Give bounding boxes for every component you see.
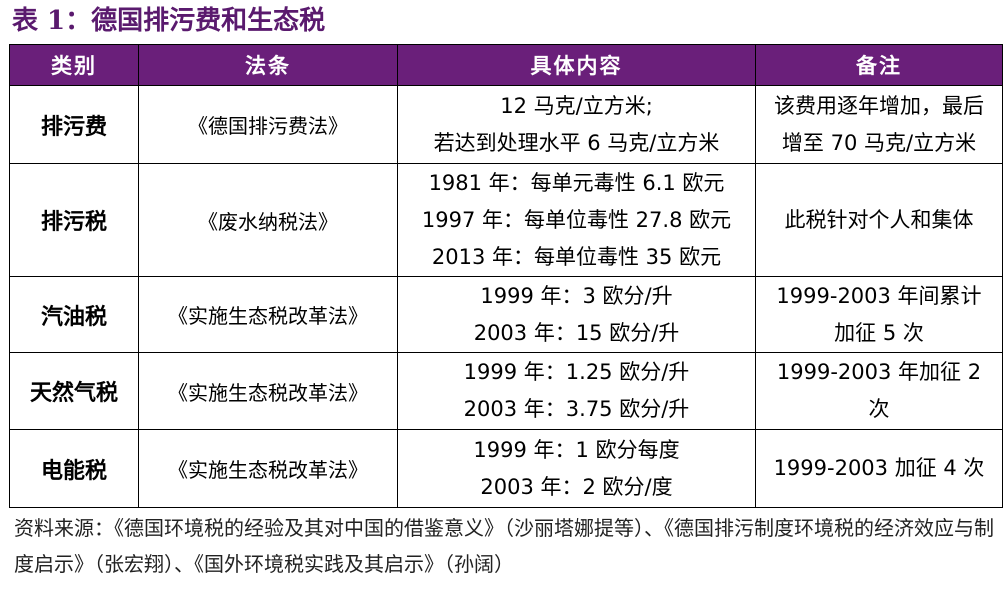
table-title: 表 1：德国排污费和生态税 — [12, 6, 326, 36]
row-category: 排污税 — [9, 163, 139, 277]
content-line: 1997 年：每单位毒性 27.8 欧元 — [421, 207, 732, 232]
row-category: 天然气税 — [9, 352, 139, 430]
table-header-row: 类别 法条 具体内容 备注 — [9, 44, 1003, 86]
note-line: 该费用逐年增加，最后 — [774, 93, 984, 118]
row-category: 排污费 — [9, 85, 139, 164]
table-row: 天然气税 《实施生态税改革法》 1999 年：1.25 欧分/升 2003 年：… — [9, 352, 1003, 430]
content-line: 1999 年：3 欧分/升 — [480, 283, 673, 308]
content-line: 1981 年：每单元毒性 6.1 欧元 — [428, 170, 725, 195]
row-note: 1999-2003 年间累计 加征 5 次 — [755, 276, 1003, 353]
row-note: 1999-2003 年加征 2 次 — [755, 352, 1003, 430]
row-content: 1999 年：1.25 欧分/升 2003 年：3.75 欧分/升 — [397, 352, 756, 430]
table-row: 排污费 《德国排污费法》 12 马克/立方米; 若达到处理水平 6 马克/立方米… — [9, 85, 1003, 164]
row-law: 《实施生态税改革法》 — [138, 276, 398, 353]
row-law: 《实施生态税改革法》 — [138, 429, 398, 508]
note-line: 1999-2003 年间累计 — [776, 283, 982, 308]
note-line: 增至 70 马克/立方米 — [781, 130, 977, 155]
row-note: 此税针对个人和集体 — [755, 163, 1003, 277]
note-line: 加征 5 次 — [834, 320, 924, 345]
header-content: 具体内容 — [397, 44, 756, 86]
row-law: 《废水纳税法》 — [138, 163, 398, 277]
table-row: 电能税 《实施生态税改革法》 1999 年：1 欧分每度 2003 年：2 欧分… — [9, 429, 1003, 508]
note-line: 次 — [868, 397, 890, 421]
row-content: 12 马克/立方米; 若达到处理水平 6 马克/立方米 — [397, 85, 756, 164]
row-content: 1999 年：1 欧分每度 2003 年：2 欧分/度 — [397, 429, 756, 508]
note-line: 1999-2003 加征 4 次 — [773, 456, 985, 480]
row-content: 1981 年：每单元毒性 6.1 欧元 1997 年：每单位毒性 27.8 欧元… — [397, 163, 756, 277]
row-note: 该费用逐年增加，最后 增至 70 马克/立方米 — [755, 85, 1003, 164]
header-category: 类别 — [9, 44, 139, 86]
content-line: 2003 年：2 欧分/度 — [480, 474, 673, 499]
content-line: 2003 年：15 欧分/升 — [473, 320, 680, 345]
row-law: 《实施生态税改革法》 — [138, 352, 398, 430]
table-row: 排污税 《废水纳税法》 1981 年：每单元毒性 6.1 欧元 1997 年：每… — [9, 163, 1003, 277]
content-line: 2003 年：3.75 欧分/升 — [463, 397, 690, 421]
row-category: 汽油税 — [9, 276, 139, 353]
row-content: 1999 年：3 欧分/升 2003 年：15 欧分/升 — [397, 276, 756, 353]
row-law: 《德国排污费法》 — [138, 85, 398, 164]
content-line: 1999 年：1.25 欧分/升 — [463, 360, 690, 384]
tax-table: 类别 法条 具体内容 备注 排污费 《德国排污费法》 12 马克/立方米; 若达… — [9, 44, 1003, 508]
header-law: 法条 — [138, 44, 398, 86]
note-line: 1999-2003 年加征 2 — [776, 360, 982, 384]
note-line: 此税针对个人和集体 — [784, 207, 974, 232]
row-note: 1999-2003 加征 4 次 — [755, 429, 1003, 508]
content-line: 2013 年：每单位毒性 35 欧元 — [431, 244, 722, 269]
header-note: 备注 — [755, 44, 1003, 86]
row-category: 电能税 — [9, 429, 139, 508]
source-note: 资料来源：《德国环境税的经验及其对中国的借鉴意义》（沙丽塔娜提等）、《德国排污制… — [14, 516, 994, 576]
content-line: 若达到处理水平 6 马克/立方米 — [433, 130, 720, 155]
table-row: 汽油税 《实施生态税改革法》 1999 年：3 欧分/升 2003 年：15 欧… — [9, 276, 1003, 353]
content-line: 1999 年：1 欧分每度 — [473, 437, 680, 462]
content-line: 12 马克/立方米; — [500, 93, 653, 118]
